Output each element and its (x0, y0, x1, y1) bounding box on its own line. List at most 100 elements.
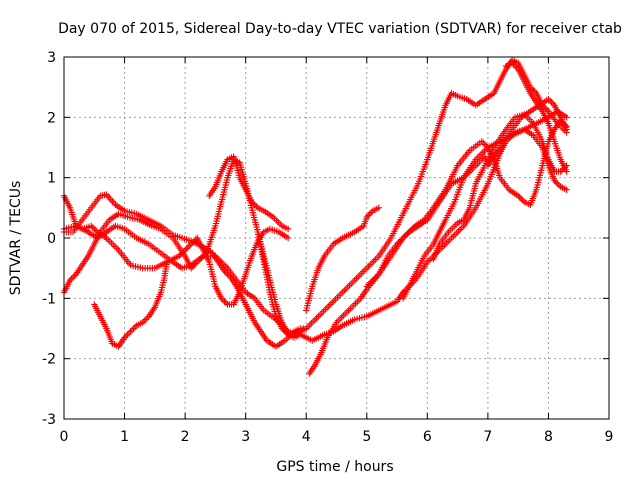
x-tick-label: 0 (60, 429, 69, 445)
data-point (516, 194, 523, 201)
data-point (191, 261, 198, 269)
data-point (396, 237, 404, 245)
data-point (280, 326, 287, 334)
data-point (122, 332, 130, 340)
data-point (251, 201, 258, 208)
data-point (128, 326, 136, 334)
data-point (552, 179, 560, 186)
axis-ticks (63, 56, 610, 420)
data-point (71, 272, 78, 279)
data-point (510, 61, 517, 68)
data-point (365, 212, 372, 219)
data-point (183, 245, 190, 252)
data-point (125, 329, 133, 337)
chart-title: Day 070 of 2015, Sidereal Day-to-day VTE… (58, 21, 622, 37)
data-point (144, 314, 151, 322)
data-point (481, 141, 489, 148)
data-point (542, 105, 549, 112)
data-point (221, 268, 228, 275)
data-point (175, 252, 183, 260)
series-5 (91, 258, 171, 350)
data-point (557, 168, 564, 175)
data-point (192, 260, 199, 267)
data-point (548, 99, 555, 106)
data-point (398, 236, 405, 243)
data-point (395, 239, 402, 246)
y-tick-label: 0 (47, 231, 56, 247)
y-tick-labels: -3 -2 -1 0 1 2 3 (42, 50, 56, 428)
y-tick-label: 3 (47, 50, 56, 66)
data-point (563, 186, 570, 193)
data-point (366, 210, 373, 218)
data-point (375, 204, 383, 211)
data-point (399, 234, 407, 242)
data-point (519, 197, 526, 204)
data-point (478, 138, 485, 145)
y-tick-label: -3 (42, 412, 56, 428)
data-point (284, 234, 292, 242)
x-tick-label: 4 (302, 429, 311, 445)
series-12 (399, 108, 570, 302)
data-point (563, 114, 570, 121)
data-marks (60, 56, 570, 377)
data-point (563, 168, 570, 175)
data-point (163, 258, 171, 266)
y-axis-label: SDTVAR / TECUs (8, 181, 24, 296)
x-tick-label: 9 (605, 429, 614, 445)
series-6 (206, 153, 292, 233)
data-point (543, 106, 551, 113)
series-7 (254, 126, 570, 344)
series-14 (502, 59, 570, 175)
data-point (508, 59, 516, 67)
x-tick-label: 1 (120, 429, 129, 445)
data-point (188, 265, 195, 272)
x-axis-label: GPS time / hours (276, 459, 393, 475)
data-point (530, 87, 537, 94)
y-tick-label: -2 (42, 352, 56, 368)
data-point (92, 227, 99, 234)
data-point (281, 328, 289, 335)
x-tick-label: 8 (544, 429, 553, 445)
x-tick-label: 6 (423, 429, 432, 445)
x-tick-label: 7 (483, 429, 492, 445)
series-1 (60, 192, 292, 308)
data-point (549, 100, 557, 107)
data-point (221, 298, 228, 305)
data-point (363, 213, 370, 221)
data-point (551, 177, 558, 184)
y-tick-label: 2 (47, 110, 56, 126)
data-point (248, 198, 255, 205)
x-tick-labels: 0 1 2 3 4 5 6 7 8 9 (60, 429, 614, 445)
data-point (546, 97, 554, 104)
data-point (480, 139, 487, 147)
series-9 (303, 204, 383, 314)
data-point (88, 222, 95, 230)
data-point (124, 331, 131, 338)
series-13 (430, 111, 570, 263)
data-point (401, 233, 408, 240)
data-point (222, 299, 230, 307)
data-point (184, 243, 192, 251)
data-point (404, 230, 411, 237)
x-tick-label: 3 (241, 429, 250, 445)
data-point (515, 192, 522, 199)
data-point (139, 319, 146, 326)
data-point (540, 103, 548, 110)
data-point (186, 242, 193, 249)
data-point (127, 328, 134, 335)
data-point (284, 225, 292, 233)
data-point (69, 274, 77, 281)
data-point (278, 325, 286, 332)
y-tick-label: 1 (47, 171, 56, 187)
data-point (130, 325, 137, 332)
data-point (253, 203, 260, 210)
x-tick-label: 2 (181, 429, 190, 445)
data-point (518, 195, 525, 202)
y-tick-label: -1 (42, 291, 56, 307)
grid-lines (64, 57, 609, 419)
data-point (68, 275, 75, 282)
series-11 (290, 56, 570, 338)
data-point (531, 88, 538, 95)
